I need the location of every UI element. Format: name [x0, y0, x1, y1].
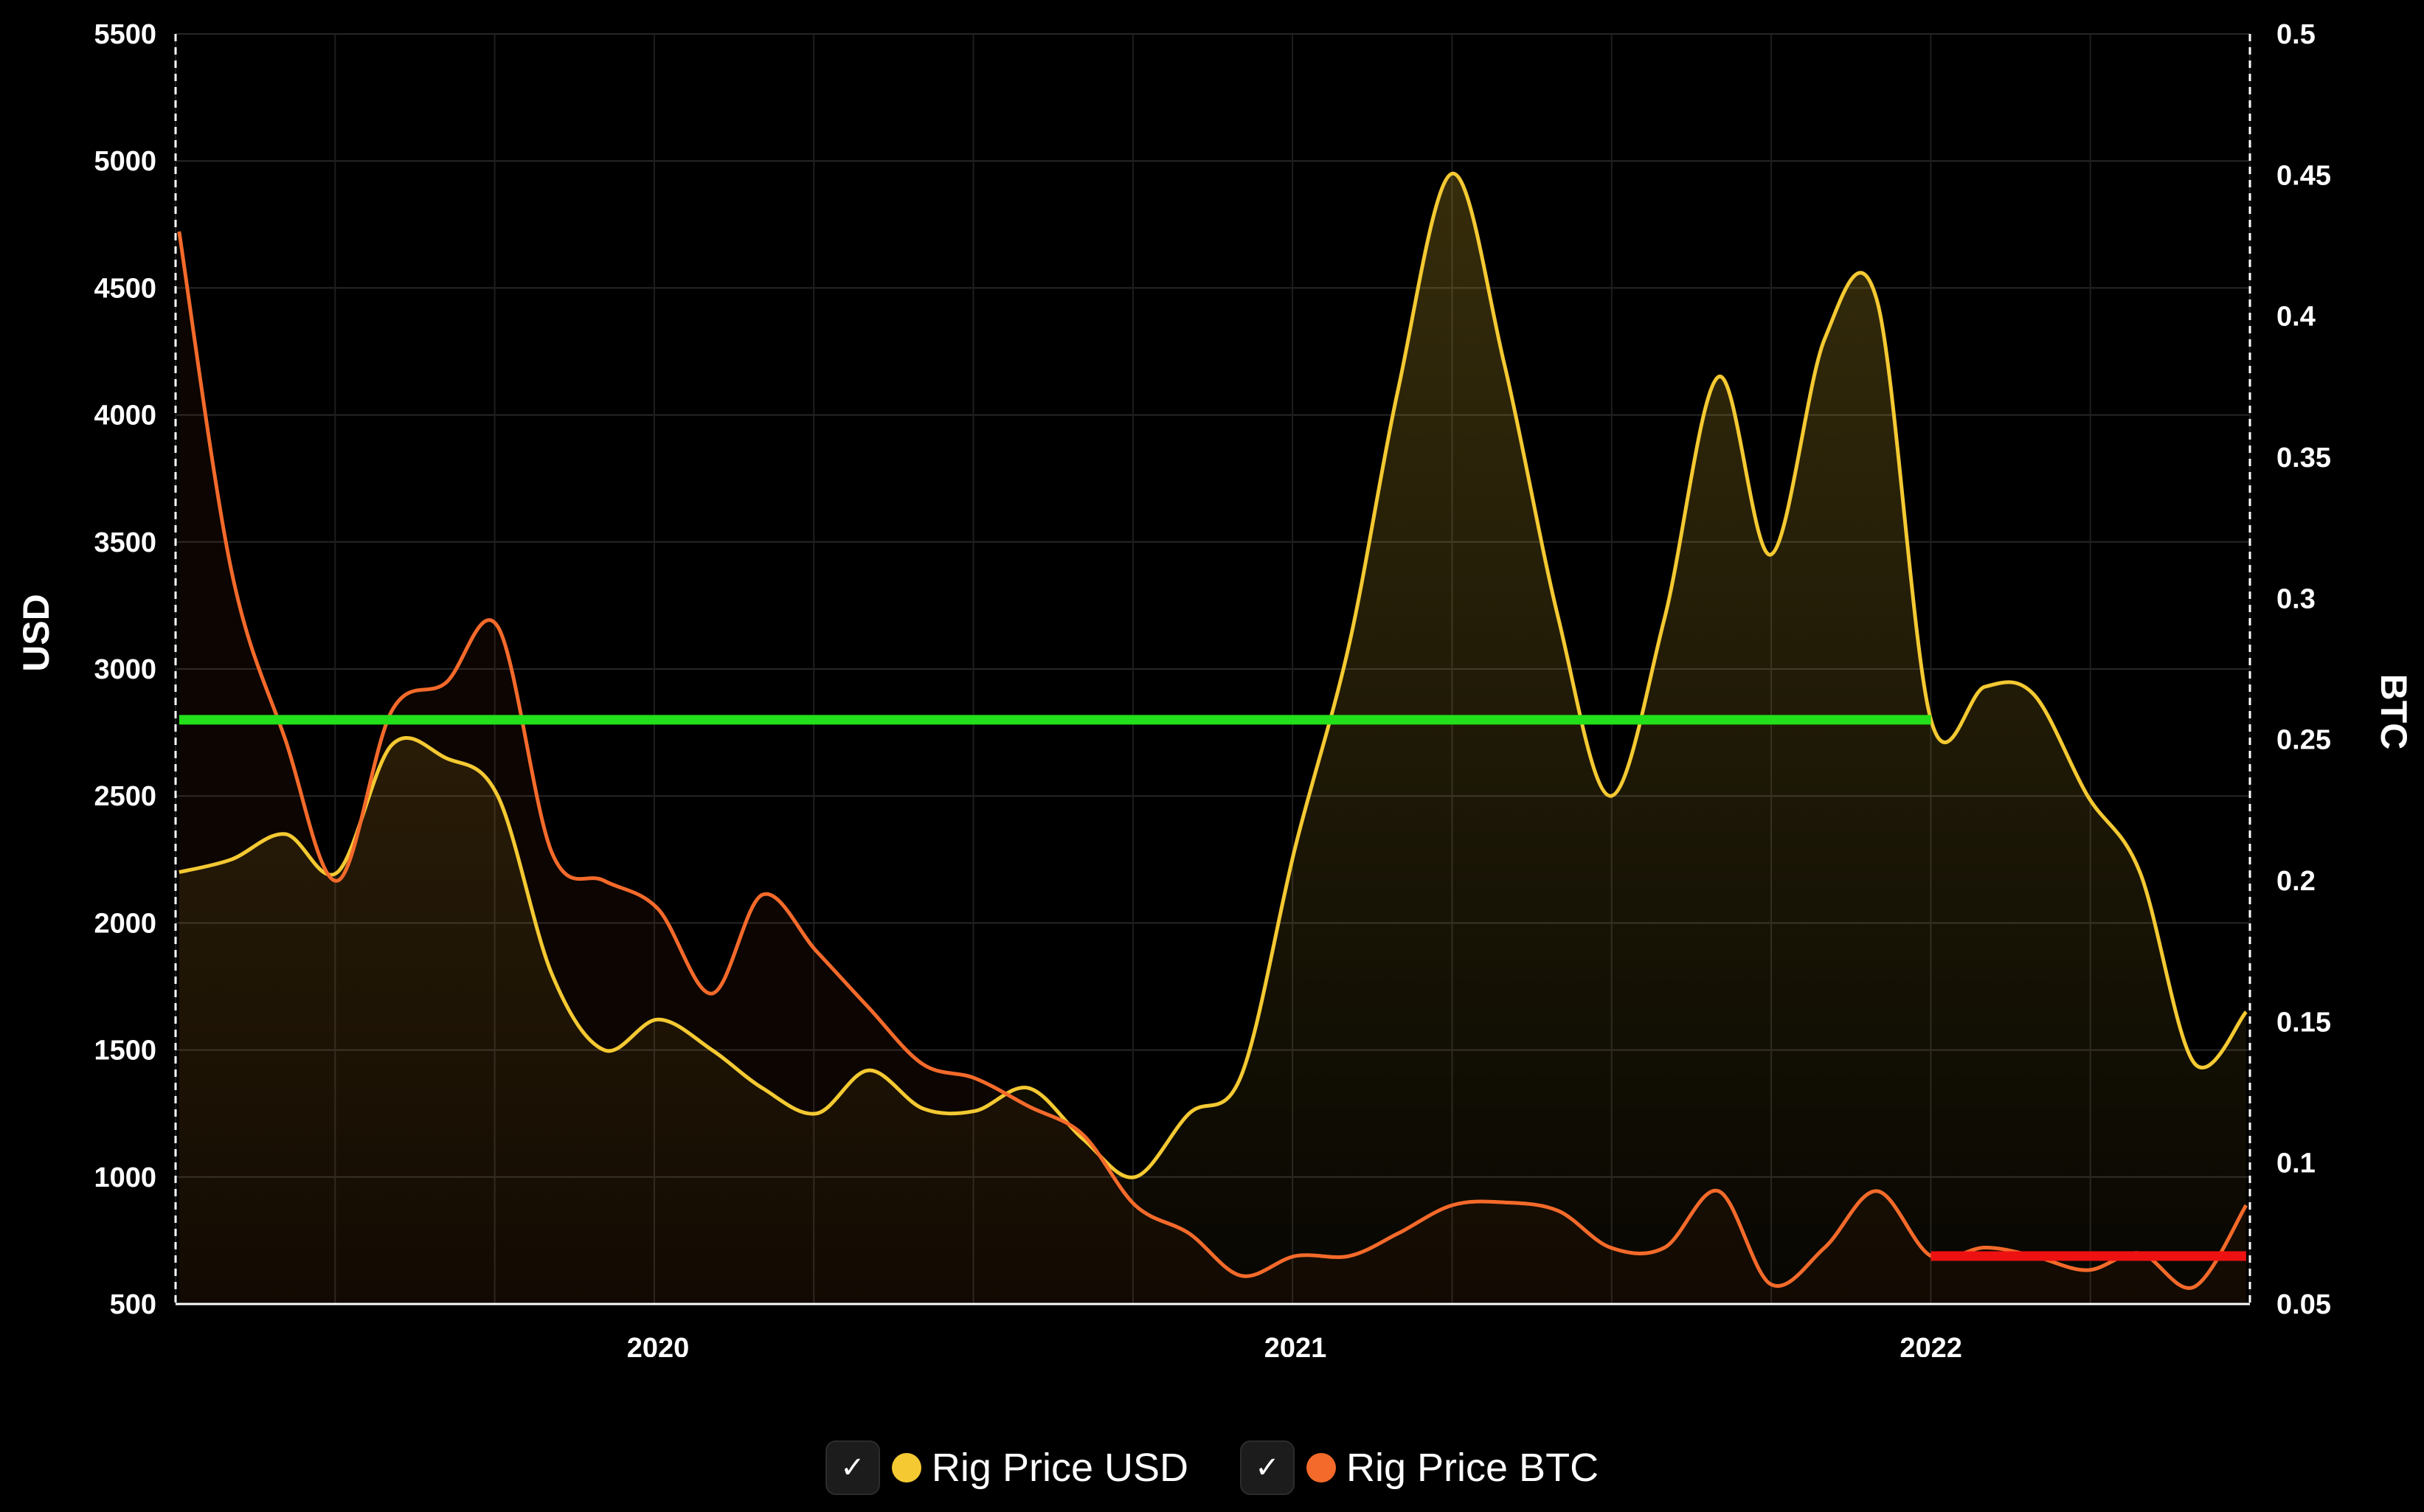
legend-label: Rig Price BTC [1346, 1446, 1599, 1490]
tick-labels: 500 1000 1500 2000 2500 3000 3500 4000 4500 5000 5… [94, 19, 2331, 1357]
y-left-tick-label: 3000 [94, 654, 156, 685]
y-left-tick-label: 1000 [94, 1162, 156, 1193]
reference-lines [179, 715, 2246, 1261]
x-tick-label: 2020 [627, 1333, 690, 1357]
axes [174, 34, 2251, 1305]
x-tick-label: 2021 [1264, 1333, 1327, 1357]
legend: ✓ Rig Price USD ✓ Rig Price BTC [0, 1435, 2424, 1501]
y-left-tick-label: 2000 [94, 908, 156, 939]
y-right-tick-label: 0.35 [2276, 443, 2331, 474]
series-lines [177, 171, 2248, 1290]
series-area-usd [179, 173, 2246, 1305]
y-left-tick-label: 500 [110, 1289, 156, 1320]
checkbox-checked-icon[interactable]: ✓ [825, 1440, 880, 1495]
y-right-tick-label: 0.4 [2276, 302, 2316, 333]
checkbox-checked-icon[interactable]: ✓ [1240, 1440, 1295, 1495]
y-right-tick-label: 0.15 [2276, 1007, 2331, 1038]
legend-item-btc[interactable]: ✓ Rig Price BTC [1240, 1440, 1599, 1495]
y-left-tick-label: 4000 [94, 400, 156, 431]
series-line-btc [177, 231, 2248, 1290]
y-left-tick-label: 2500 [94, 781, 156, 812]
y-right-tick-label: 0.45 [2276, 160, 2331, 191]
y-left-axis-title: USD [15, 594, 57, 672]
series-line-usd [179, 171, 2248, 1179]
y-right-axis-title: BTC [2373, 674, 2414, 750]
legend-item-usd[interactable]: ✓ Rig Price USD [825, 1440, 1188, 1495]
y-right-tick-label: 0.1 [2276, 1148, 2316, 1179]
y-left-tick-label: 3500 [94, 527, 156, 558]
legend-dot-icon [891, 1453, 921, 1482]
y-left-tick-label: 5500 [94, 19, 156, 50]
y-right-tick-label: 0.3 [2276, 583, 2316, 614]
series-areas [179, 173, 2246, 1305]
series-area-btc [179, 231, 2246, 1304]
y-right-tick-label: 0.5 [2276, 19, 2316, 50]
y-left-tick-label: 5000 [94, 146, 156, 177]
y-right-tick-label: 0.25 [2276, 725, 2331, 756]
y-right-tick-label: 0.05 [2276, 1289, 2331, 1320]
x-tick-label: 2022 [1900, 1333, 1962, 1357]
legend-dot-icon [1306, 1453, 1336, 1482]
chart: 500 1000 1500 2000 2500 3000 3500 4000 4500 5000 5… [15, 19, 2414, 1357]
y-left-tick-label: 1500 [94, 1036, 156, 1067]
y-left-tick-label: 4500 [94, 273, 156, 304]
y-right-tick-label: 0.2 [2276, 866, 2316, 897]
legend-label: Rig Price USD [931, 1446, 1188, 1490]
